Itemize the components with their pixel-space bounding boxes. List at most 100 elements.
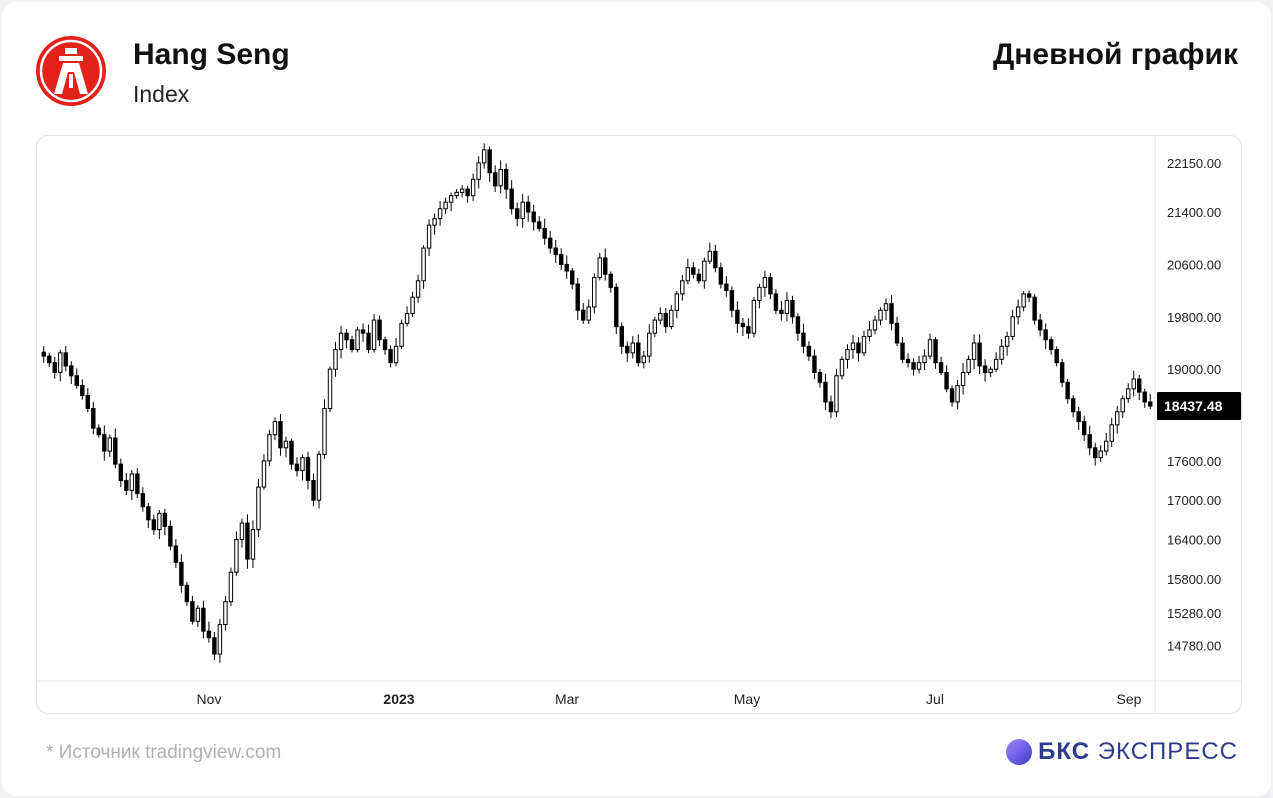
last-price-label: 18437.48 xyxy=(1164,398,1223,414)
candle-body xyxy=(1076,411,1081,423)
candle-body xyxy=(162,512,168,527)
candle-body xyxy=(553,247,558,256)
candle-body xyxy=(592,277,597,308)
candle-body xyxy=(894,322,900,344)
candle-body xyxy=(1004,335,1010,347)
candle-body xyxy=(151,519,157,531)
candle-body xyxy=(135,473,140,495)
candle-body xyxy=(586,306,591,321)
candle-body xyxy=(867,329,872,337)
x-tick-label: Nov xyxy=(197,691,222,707)
x-tick-label: Sep xyxy=(1117,691,1142,707)
candle-body xyxy=(85,394,90,409)
candle-body xyxy=(465,188,470,197)
candle-body xyxy=(724,283,729,292)
candle-body xyxy=(1115,411,1120,426)
candle-body xyxy=(74,375,79,387)
candle-body xyxy=(1142,391,1147,403)
candle-body xyxy=(96,427,102,436)
candle-body xyxy=(69,365,74,377)
last-price-tag xyxy=(1157,392,1241,421)
candle-body xyxy=(294,463,300,472)
candle-body xyxy=(757,286,762,301)
candle-body xyxy=(784,299,790,315)
candle-body xyxy=(355,329,360,351)
candle-body xyxy=(971,342,977,360)
candle-body xyxy=(790,299,795,318)
candle-body xyxy=(872,319,878,331)
candle-body xyxy=(536,221,542,229)
candle-body xyxy=(625,345,630,354)
candle-body xyxy=(267,434,272,462)
candle-body xyxy=(1048,339,1054,351)
candle-body xyxy=(966,358,971,373)
candle-body xyxy=(1126,388,1131,400)
candle-body xyxy=(509,188,514,210)
candle-body xyxy=(1109,424,1114,442)
candle-body xyxy=(740,322,746,328)
y-tick-label: 17000.00 xyxy=(1167,493,1221,508)
candle-body xyxy=(823,381,828,403)
candle-body xyxy=(179,561,184,586)
candle-body xyxy=(300,457,305,472)
candle-body xyxy=(333,349,338,370)
candle-body xyxy=(366,332,371,351)
candle-body xyxy=(564,263,569,272)
candle-body xyxy=(41,351,46,357)
candle-body xyxy=(922,355,927,364)
candle-body xyxy=(91,408,96,429)
candle-body xyxy=(239,522,245,540)
x-tick-label: Jul xyxy=(926,691,944,707)
candle-body xyxy=(993,358,999,370)
candle-body xyxy=(850,342,856,351)
candle-body xyxy=(1081,421,1087,436)
candle-body xyxy=(713,250,718,269)
page-subtitle: Index xyxy=(133,81,190,107)
candle-body xyxy=(762,277,768,288)
x-tick-label: Mar xyxy=(555,691,579,707)
candle-body xyxy=(773,293,779,311)
y-tick-label: 15800.00 xyxy=(1167,572,1221,587)
candle-body xyxy=(982,365,988,373)
candle-body xyxy=(443,201,448,210)
candle-body xyxy=(311,480,316,501)
candle-body xyxy=(498,168,503,187)
candle-body xyxy=(663,313,669,328)
candle-body xyxy=(1092,447,1098,459)
candle-body xyxy=(707,250,713,262)
candle-body xyxy=(124,480,129,491)
candle-body xyxy=(878,309,883,321)
candle-body xyxy=(102,434,107,452)
candle-body xyxy=(426,224,432,249)
candle-body xyxy=(581,309,586,321)
candle-body xyxy=(674,293,680,311)
candle-body xyxy=(272,421,278,436)
y-tick-label: 14780.00 xyxy=(1167,639,1221,654)
y-tick-label: 21400.00 xyxy=(1167,205,1221,220)
candle-body xyxy=(597,257,602,279)
candle-body xyxy=(619,326,624,347)
candle-body xyxy=(933,339,938,364)
candle-body xyxy=(977,342,982,367)
candle-body xyxy=(201,607,206,632)
candle-body xyxy=(911,362,916,370)
candle-body xyxy=(559,254,564,265)
candle-body xyxy=(735,309,740,324)
candle-body xyxy=(256,486,261,531)
candlestick-chart: 22150.00 21400.00 20600.00 19800.00 19000.00… xyxy=(37,136,1241,713)
candle-body xyxy=(212,637,217,655)
candle-body xyxy=(410,296,415,315)
brand-text: БКС ЭКСПРЕСС xyxy=(1038,738,1238,766)
candle-body xyxy=(702,260,707,282)
candle-body xyxy=(338,332,344,351)
candle-body xyxy=(289,440,294,465)
candle-body xyxy=(437,208,443,220)
candle-body xyxy=(129,473,135,491)
candle-body xyxy=(630,342,635,354)
candle-body xyxy=(371,319,377,351)
candle-body xyxy=(1059,362,1065,383)
candle-body xyxy=(1037,319,1043,331)
y-tick-label: 19800.00 xyxy=(1167,310,1221,325)
candle-body xyxy=(63,352,68,367)
candle-body xyxy=(1010,316,1015,337)
